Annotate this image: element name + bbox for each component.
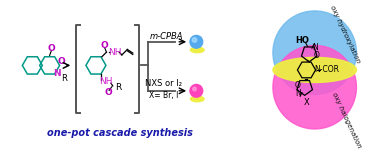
Text: O: O [314,51,319,60]
Text: O: O [101,41,108,50]
Text: N: N [296,89,301,98]
Text: one-pot cascade synthesis: one-pot cascade synthesis [46,128,192,138]
Text: N: N [53,69,61,78]
Text: m-CPBA: m-CPBA [150,32,183,41]
Circle shape [190,35,203,48]
Text: O: O [57,57,65,66]
Text: O: O [48,44,55,53]
Text: HO: HO [295,36,309,45]
Text: X= Br, I: X= Br, I [149,91,178,100]
Text: N: N [313,43,319,52]
Circle shape [192,38,197,42]
Circle shape [193,87,196,91]
Text: oxy halogenation: oxy halogenation [331,91,362,149]
Circle shape [273,45,356,129]
Text: NH: NH [100,77,113,86]
Text: R: R [115,83,121,92]
Text: R: R [61,74,67,83]
Text: oxy hydroxylation: oxy hydroxylation [328,5,361,64]
Text: NH: NH [108,48,121,57]
Text: X: X [304,98,309,107]
Text: N-COR: N-COR [314,66,339,74]
Text: O: O [104,88,112,97]
Circle shape [273,11,356,94]
Text: NXS or I₂: NXS or I₂ [145,79,182,88]
Ellipse shape [191,96,204,102]
Circle shape [190,85,203,97]
Ellipse shape [273,57,356,83]
Text: O: O [294,81,301,90]
Ellipse shape [191,47,204,53]
